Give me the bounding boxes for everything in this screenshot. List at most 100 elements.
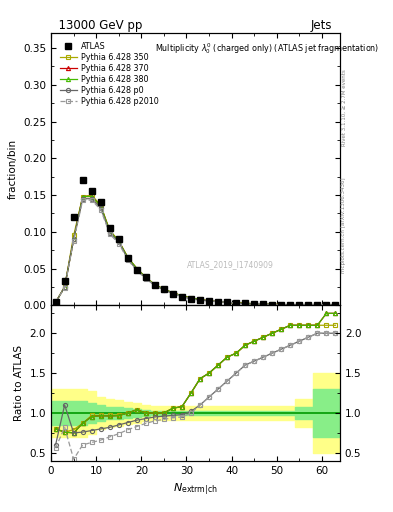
Pythia 6.428 370	[261, 301, 266, 307]
Pythia 6.428 p2010	[198, 297, 202, 303]
Pythia 6.428 350	[207, 298, 211, 304]
Pythia 6.428 370	[62, 284, 67, 290]
Pythia 6.428 350	[98, 202, 103, 208]
Pythia 6.428 380	[216, 298, 220, 305]
Pythia 6.428 p0	[107, 229, 112, 236]
Pythia 6.428 350	[180, 293, 184, 299]
Pythia 6.428 350	[189, 295, 193, 301]
Text: Rivet 3.1.10, ≥ 2.7M events: Rivet 3.1.10, ≥ 2.7M events	[342, 69, 346, 146]
Pythia 6.428 370	[162, 286, 166, 292]
Pythia 6.428 350	[80, 194, 85, 200]
Pythia 6.428 350	[134, 266, 139, 272]
Pythia 6.428 380	[279, 302, 284, 308]
Pythia 6.428 p2010	[162, 287, 166, 293]
Pythia 6.428 370	[125, 254, 130, 261]
Pythia 6.428 p0	[207, 298, 211, 304]
Pythia 6.428 370	[189, 295, 193, 301]
Pythia 6.428 380	[315, 302, 320, 308]
Pythia 6.428 p2010	[89, 197, 94, 203]
Pythia 6.428 350	[152, 282, 157, 288]
ATLAS	[107, 225, 112, 231]
Pythia 6.428 p0	[297, 302, 302, 308]
ATLAS	[315, 302, 320, 308]
Pythia 6.428 380	[306, 302, 311, 308]
Pythia 6.428 p0	[62, 284, 67, 290]
Pythia 6.428 p0	[171, 290, 175, 296]
Pythia 6.428 p0	[198, 297, 202, 303]
Y-axis label: fraction/bin: fraction/bin	[7, 139, 18, 199]
ATLAS	[62, 278, 67, 284]
Pythia 6.428 380	[116, 238, 121, 244]
Pythia 6.428 p0	[98, 205, 103, 211]
Pythia 6.428 p0	[306, 302, 311, 308]
Pythia 6.428 p0	[125, 256, 130, 262]
Text: Multiplicity $\lambda_0^0$ (charged only) (ATLAS jet fragmentation): Multiplicity $\lambda_0^0$ (charged only…	[155, 41, 379, 56]
Pythia 6.428 350	[143, 274, 148, 281]
Pythia 6.428 350	[89, 192, 94, 198]
Pythia 6.428 370	[207, 298, 211, 304]
Pythia 6.428 380	[324, 302, 329, 308]
ATLAS	[288, 302, 293, 308]
Pythia 6.428 380	[171, 290, 175, 296]
ATLAS	[53, 298, 58, 305]
Pythia 6.428 380	[270, 301, 275, 307]
Line: Pythia 6.428 350: Pythia 6.428 350	[53, 193, 338, 307]
Pythia 6.428 p0	[116, 239, 121, 245]
Pythia 6.428 380	[89, 194, 94, 200]
Pythia 6.428 350	[306, 302, 311, 308]
Pythia 6.428 p0	[134, 267, 139, 273]
Pythia 6.428 p2010	[80, 197, 85, 203]
Pythia 6.428 p0	[234, 300, 239, 306]
Pythia 6.428 350	[162, 286, 166, 292]
Pythia 6.428 380	[180, 293, 184, 299]
Pythia 6.428 p2010	[261, 301, 266, 307]
Legend: ATLAS, Pythia 6.428 350, Pythia 6.428 370, Pythia 6.428 380, Pythia 6.428 p0, Py: ATLAS, Pythia 6.428 350, Pythia 6.428 37…	[58, 40, 160, 108]
Pythia 6.428 350	[288, 302, 293, 308]
Pythia 6.428 350	[297, 302, 302, 308]
Pythia 6.428 p0	[189, 295, 193, 302]
Pythia 6.428 370	[89, 194, 94, 200]
Line: Pythia 6.428 380: Pythia 6.428 380	[53, 195, 338, 307]
Pythia 6.428 p0	[143, 275, 148, 281]
Pythia 6.428 p0	[180, 293, 184, 300]
Pythia 6.428 370	[53, 300, 58, 306]
Pythia 6.428 380	[107, 228, 112, 234]
Pythia 6.428 p2010	[125, 257, 130, 263]
Pythia 6.428 350	[171, 290, 175, 296]
Pythia 6.428 p2010	[288, 302, 293, 308]
ATLAS	[216, 298, 220, 305]
Pythia 6.428 p2010	[333, 302, 338, 308]
Pythia 6.428 370	[134, 266, 139, 272]
Pythia 6.428 370	[152, 282, 157, 288]
Pythia 6.428 380	[207, 298, 211, 304]
Pythia 6.428 p2010	[252, 301, 257, 307]
Pythia 6.428 380	[243, 300, 248, 306]
Pythia 6.428 370	[98, 203, 103, 209]
Pythia 6.428 370	[116, 238, 121, 244]
Pythia 6.428 370	[225, 300, 230, 306]
ATLAS	[252, 301, 257, 307]
Pythia 6.428 350	[125, 254, 130, 261]
Pythia 6.428 350	[225, 300, 230, 306]
Pythia 6.428 380	[71, 236, 76, 242]
Pythia 6.428 p2010	[207, 298, 211, 304]
Pythia 6.428 380	[125, 254, 130, 261]
Pythia 6.428 p2010	[143, 276, 148, 282]
Pythia 6.428 370	[243, 300, 248, 306]
Pythia 6.428 380	[134, 266, 139, 272]
ATLAS	[89, 188, 94, 195]
Pythia 6.428 p0	[243, 301, 248, 307]
Pythia 6.428 p2010	[107, 231, 112, 237]
ATLAS	[134, 267, 139, 273]
ATLAS	[125, 254, 130, 261]
Text: ATLAS_2019_I1740909: ATLAS_2019_I1740909	[187, 260, 274, 269]
Pythia 6.428 p2010	[189, 295, 193, 302]
Pythia 6.428 370	[333, 302, 338, 308]
Pythia 6.428 p0	[53, 300, 58, 306]
Pythia 6.428 350	[116, 238, 121, 244]
Pythia 6.428 380	[297, 302, 302, 308]
ATLAS	[171, 290, 175, 296]
Pythia 6.428 p2010	[152, 283, 157, 289]
Pythia 6.428 p0	[71, 236, 76, 242]
Pythia 6.428 380	[198, 296, 202, 303]
